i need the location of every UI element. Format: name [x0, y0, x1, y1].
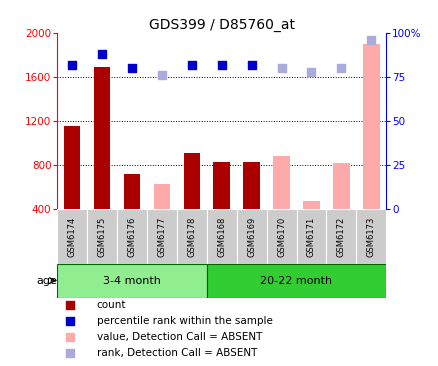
Bar — [64, 126, 80, 209]
Point — [337, 125, 344, 131]
Bar — [296, 209, 326, 264]
Point — [337, 270, 344, 276]
Bar — [206, 209, 236, 264]
Bar — [177, 209, 206, 264]
Text: percentile rank within the sample: percentile rank within the sample — [96, 316, 272, 326]
Bar — [273, 156, 289, 209]
Bar — [206, 264, 385, 298]
Text: GSM6171: GSM6171 — [306, 216, 315, 257]
Text: value, Detection Call = ABSENT: value, Detection Call = ABSENT — [96, 332, 261, 342]
Text: GSM6168: GSM6168 — [217, 216, 226, 257]
Text: age: age — [37, 276, 57, 285]
Bar — [183, 153, 200, 209]
Bar — [356, 209, 385, 264]
Point — [277, 65, 284, 71]
Text: 20-22 month: 20-22 month — [260, 276, 332, 285]
Point — [218, 62, 225, 68]
Text: GSM6172: GSM6172 — [336, 216, 345, 257]
Point — [68, 62, 75, 68]
Title: GDS399 / D85760_at: GDS399 / D85760_at — [148, 18, 294, 32]
Bar — [213, 162, 230, 209]
Point — [337, 65, 344, 71]
Bar — [236, 209, 266, 264]
Bar — [87, 209, 117, 264]
Text: GSM6173: GSM6173 — [366, 216, 375, 257]
Text: GSM6177: GSM6177 — [157, 216, 166, 257]
Text: 3-4 month: 3-4 month — [103, 276, 160, 285]
Bar — [153, 184, 170, 209]
Bar — [124, 174, 140, 209]
Bar — [303, 201, 319, 209]
Text: GSM6178: GSM6178 — [187, 216, 196, 257]
Point — [188, 62, 195, 68]
Bar — [117, 209, 147, 264]
Bar — [326, 209, 356, 264]
Point — [247, 62, 254, 68]
Bar — [362, 44, 379, 209]
Bar — [243, 162, 259, 209]
Point — [128, 65, 135, 71]
Bar — [266, 209, 296, 264]
Point — [98, 51, 105, 57]
Text: GSM6174: GSM6174 — [67, 216, 76, 257]
Text: rank, Detection Call = ABSENT: rank, Detection Call = ABSENT — [96, 348, 256, 358]
Text: GSM6176: GSM6176 — [127, 216, 136, 257]
Bar — [147, 209, 177, 264]
Text: GSM6175: GSM6175 — [97, 216, 106, 257]
Text: GSM6169: GSM6169 — [247, 216, 255, 257]
Bar — [332, 163, 349, 209]
Point — [367, 37, 374, 43]
Text: count: count — [96, 300, 126, 310]
Bar — [94, 67, 110, 209]
Bar — [57, 264, 206, 298]
Point — [307, 69, 314, 75]
Bar — [57, 209, 87, 264]
Point — [158, 72, 165, 78]
Text: GSM6170: GSM6170 — [276, 216, 286, 257]
